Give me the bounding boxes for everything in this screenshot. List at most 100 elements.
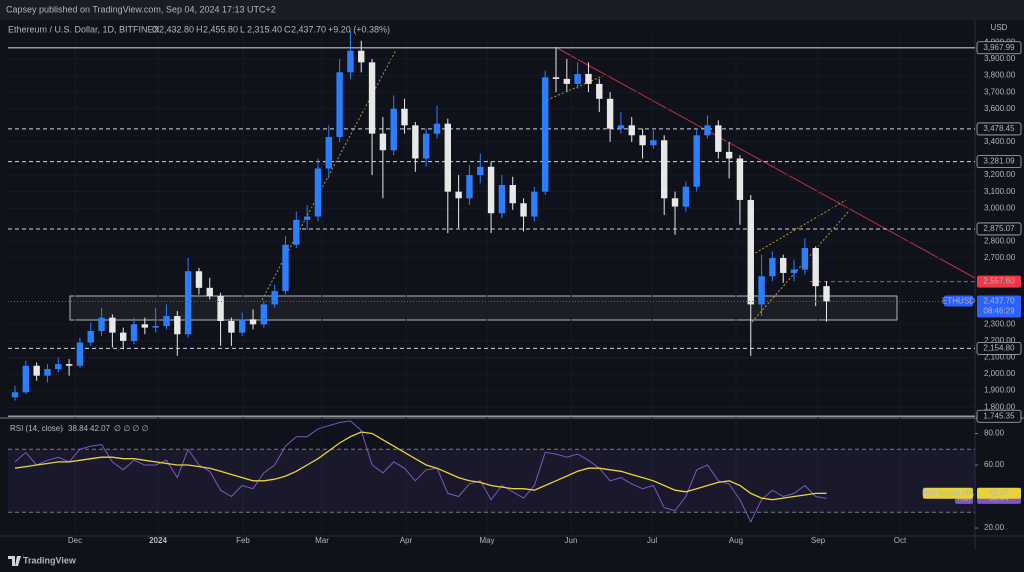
level-badge xyxy=(976,409,1022,423)
candle-body xyxy=(736,158,744,200)
candle-body xyxy=(98,317,105,331)
support-box xyxy=(69,295,898,321)
candle-body xyxy=(390,108,397,151)
rsi-badge xyxy=(977,487,1021,499)
candle-body xyxy=(228,320,235,333)
rsi-name-tag xyxy=(923,487,973,499)
level-label: 2,154.80 xyxy=(983,343,1015,352)
brand-name: TradingView xyxy=(23,555,77,565)
last-price-label: 2,437.70 xyxy=(983,297,1015,306)
candle-body xyxy=(401,108,408,126)
candle-body xyxy=(163,316,170,326)
level-label: 3,281.09 xyxy=(983,157,1015,166)
candle-body xyxy=(552,77,560,79)
candle-body xyxy=(174,316,181,335)
rsi-band-fill xyxy=(8,449,975,513)
candle-body xyxy=(585,73,592,84)
candle-body xyxy=(531,191,538,217)
candle-body xyxy=(617,125,625,129)
candle-body xyxy=(55,364,62,370)
y-tick-label: 3,800.00 xyxy=(984,71,1016,80)
rsi-line xyxy=(14,431,827,501)
y-tick-label: 1,800.00 xyxy=(984,402,1016,411)
ohlc-value: 2,315.40 xyxy=(247,24,282,34)
y-tick-label: 2,200.00 xyxy=(984,336,1016,345)
candle-body xyxy=(477,166,484,176)
level-badge xyxy=(977,275,1021,288)
countdown: 08:46:29 xyxy=(983,307,1015,316)
x-tick-label: 2024 xyxy=(149,536,167,545)
level-badge xyxy=(976,155,1022,169)
footer xyxy=(0,550,1024,572)
candle-body xyxy=(152,325,159,328)
candle-body xyxy=(606,98,614,129)
candle-body xyxy=(130,324,138,341)
candle-body xyxy=(239,319,246,333)
currency-label: USD xyxy=(991,23,1008,32)
candle-body xyxy=(120,332,127,341)
candle-body xyxy=(520,203,527,217)
ohlc-key: L xyxy=(240,24,245,34)
level-label: 3,478.45 xyxy=(983,124,1015,133)
candle-body xyxy=(563,78,571,84)
y-tick-label: 2,700.00 xyxy=(984,253,1016,262)
candle-body xyxy=(812,248,819,287)
candle-body xyxy=(790,269,798,273)
trendline xyxy=(556,47,976,279)
candle-body xyxy=(44,369,51,376)
symbol-title: Ethereum / U.S. Dollar, 1D, BITFINEX xyxy=(8,24,160,34)
y-tick-label: 3,200.00 xyxy=(984,170,1016,179)
rsi-value: 38.84 xyxy=(68,424,89,433)
candle-body xyxy=(282,244,289,292)
candle-body xyxy=(358,50,365,63)
candle-body xyxy=(422,133,430,159)
candle-body xyxy=(260,304,268,325)
candle-body xyxy=(574,73,581,84)
x-tick-label: Apr xyxy=(400,536,413,545)
candle-body xyxy=(801,248,809,270)
candle-body xyxy=(661,140,668,199)
candle-body xyxy=(271,291,278,305)
y-tick-label: 3,000.00 xyxy=(984,203,1016,212)
candle-body xyxy=(693,135,700,187)
level-badge xyxy=(976,122,1022,136)
candle-body xyxy=(628,125,635,136)
y-tick-label: 3,900.00 xyxy=(984,54,1016,63)
ohlc-value: 2,432.80 xyxy=(159,24,194,34)
candle-body xyxy=(639,135,646,146)
x-tick-label: Mar xyxy=(315,536,329,545)
ohlc-value: 2,455.80 xyxy=(203,24,238,34)
y-tick-label: 3,100.00 xyxy=(984,187,1016,196)
rsi-extras: ∅ ∅ ∅ ∅ xyxy=(114,424,149,433)
candle-body xyxy=(747,199,754,305)
candle-body xyxy=(704,125,711,136)
rsi-tick-label: 60.00 xyxy=(984,460,1005,469)
ohlc-value: 2,437.70 xyxy=(291,24,326,34)
trendline xyxy=(751,211,849,323)
candle-body xyxy=(217,296,224,321)
candle-body xyxy=(769,257,776,277)
candle-body xyxy=(87,330,94,343)
level-label: 1,745.35 xyxy=(983,411,1015,420)
x-tick-label: Jun xyxy=(565,536,578,545)
candle-body xyxy=(823,286,830,302)
publish-bar xyxy=(0,0,1024,20)
candle-body xyxy=(596,83,603,99)
candle-body xyxy=(325,136,332,169)
candle-body xyxy=(76,342,84,366)
last-price-badge xyxy=(977,295,1021,318)
candle-body xyxy=(379,133,387,151)
candle-body xyxy=(715,125,722,152)
brand-logo xyxy=(8,556,21,566)
level-label: 2,875.07 xyxy=(983,224,1015,233)
candle-body xyxy=(65,364,73,366)
candle-body xyxy=(141,324,149,328)
level-badge xyxy=(976,41,1022,55)
candle-body xyxy=(368,62,376,134)
y-tick-label: 3,600.00 xyxy=(984,104,1016,113)
rsi-title: RSI (14, close) xyxy=(10,424,63,433)
candle-body xyxy=(444,123,451,192)
rsi-tick-label: 20.00 xyxy=(984,523,1005,532)
